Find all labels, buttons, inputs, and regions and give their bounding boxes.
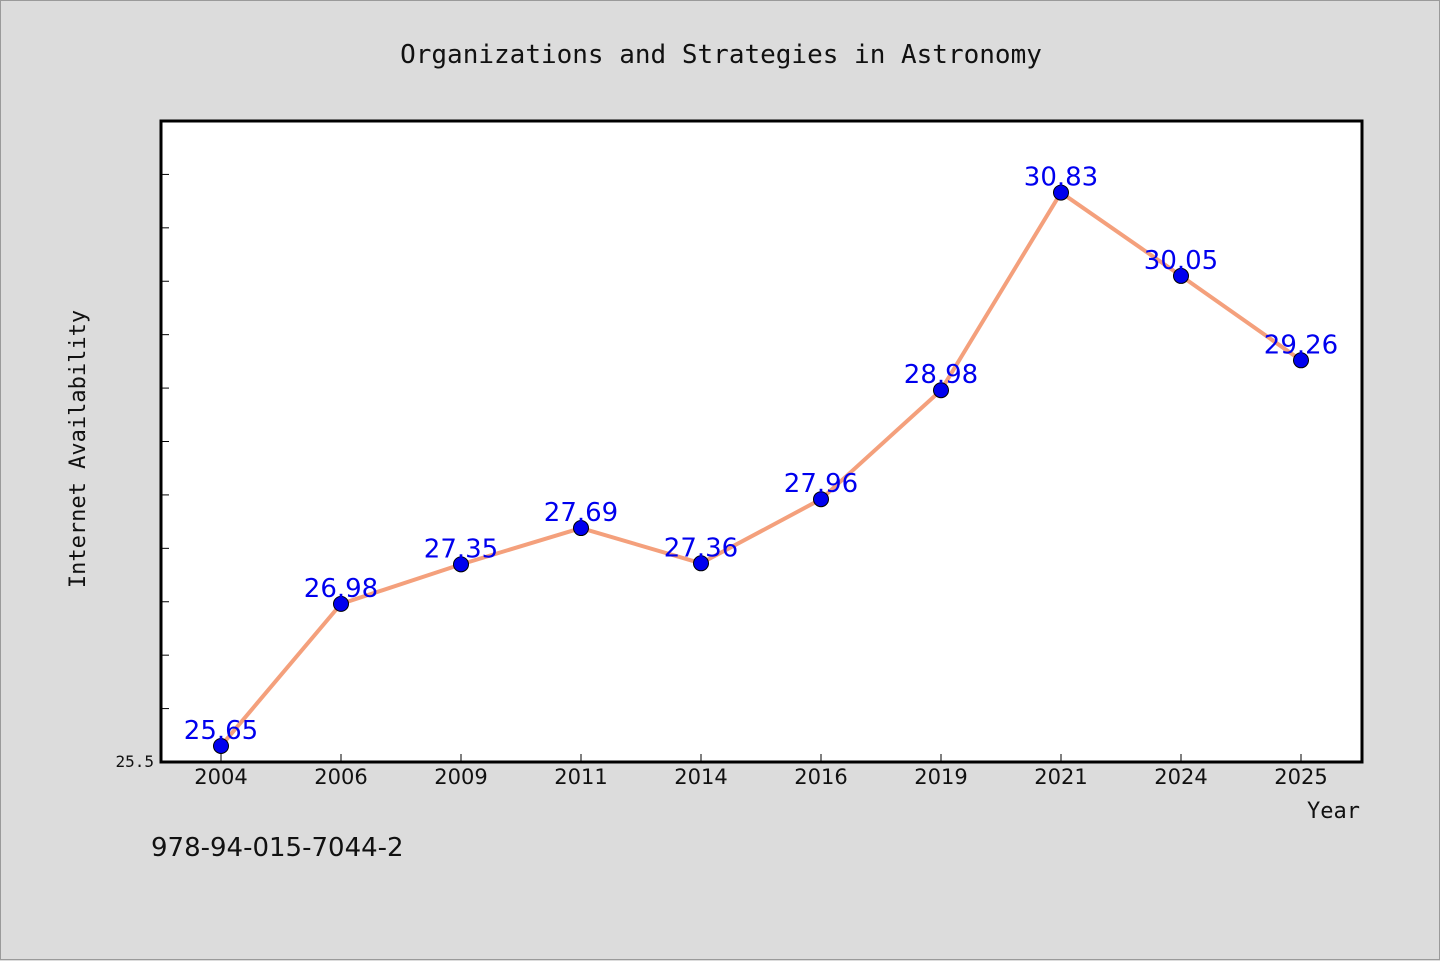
x-tick-label: 2025 bbox=[1274, 765, 1327, 789]
y-axis-label: Internet Availability bbox=[66, 310, 91, 588]
data-point bbox=[693, 555, 709, 572]
data-point bbox=[1053, 184, 1069, 201]
y-tick-label: 25.5 bbox=[115, 752, 154, 771]
data-label: 28.98 bbox=[904, 360, 978, 390]
x-axis-ticks: 2004 2006 2009 2011 2014 2016 2019 2021 2024 2025 bbox=[194, 754, 1328, 789]
x-tick-label: 2004 bbox=[194, 765, 247, 789]
data-point bbox=[813, 491, 829, 508]
x-tick-label: 2016 bbox=[794, 765, 847, 789]
x-tick-label: 2009 bbox=[434, 765, 487, 789]
data-label: 27.35 bbox=[424, 534, 498, 564]
data-label: 27.96 bbox=[784, 469, 858, 499]
data-point bbox=[573, 520, 589, 537]
x-tick-label: 2014 bbox=[674, 765, 727, 789]
plot-area bbox=[161, 121, 1362, 762]
data-point bbox=[333, 595, 349, 612]
data-point bbox=[933, 382, 949, 399]
x-tick-label: 2024 bbox=[1154, 765, 1207, 789]
x-tick-label: 2011 bbox=[554, 765, 607, 789]
x-tick-label: 2006 bbox=[314, 765, 367, 789]
data-label-group: 25.65 26.98 27.35 27.69 27.36 27.96 28.98 30.83… bbox=[184, 163, 1338, 746]
data-label: 26.98 bbox=[304, 574, 378, 604]
data-label: 27.69 bbox=[544, 498, 618, 528]
data-point bbox=[453, 556, 469, 573]
x-axis-label: Year bbox=[1307, 799, 1360, 824]
marker-group bbox=[213, 184, 1309, 754]
series-line-group bbox=[219, 190, 1303, 748]
data-label: 30.05 bbox=[1144, 246, 1218, 276]
chart-title: Organizations and Strategies in Astronom… bbox=[400, 40, 1042, 70]
series-line bbox=[219, 190, 1303, 748]
data-label: 29.26 bbox=[1264, 330, 1338, 360]
data-label: 25.65 bbox=[184, 716, 258, 746]
data-point bbox=[213, 737, 229, 754]
data-label: 27.36 bbox=[664, 533, 738, 563]
data-point bbox=[1173, 267, 1189, 284]
x-tick-label: 2019 bbox=[914, 765, 967, 789]
data-label: 30.83 bbox=[1024, 163, 1098, 193]
plot-frame bbox=[159, 119, 1364, 764]
data-point bbox=[1293, 352, 1309, 369]
isbn-code: 978-94-015-7044-2 bbox=[151, 833, 404, 863]
x-tick-label: 2021 bbox=[1034, 765, 1087, 789]
